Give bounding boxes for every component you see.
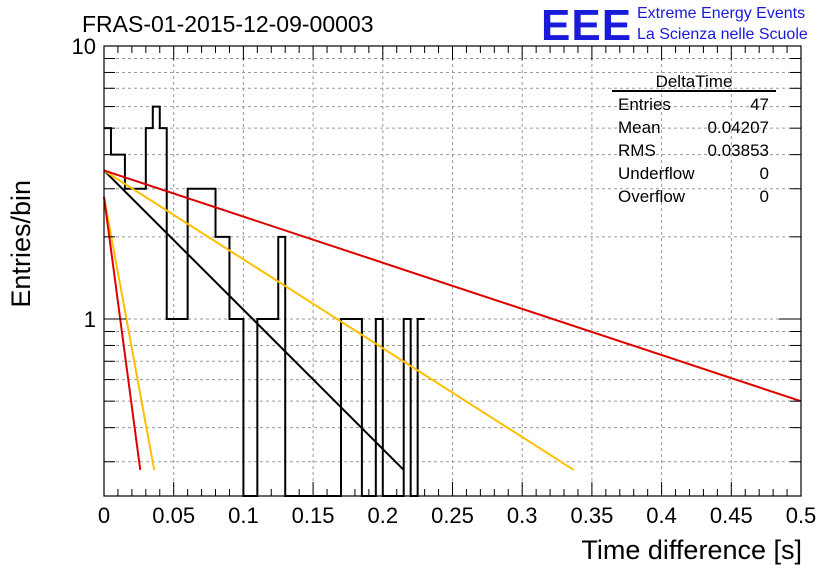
stats-row-value: 47 bbox=[750, 95, 769, 114]
logo-line-1: Extreme Energy Events bbox=[637, 5, 805, 22]
x-tick-label: 0.25 bbox=[431, 503, 474, 528]
x-tick-label: 0.2 bbox=[368, 503, 399, 528]
fit-line bbox=[103, 196, 142, 471]
fit-line bbox=[103, 169, 405, 471]
stats-row-label: RMS bbox=[618, 141, 656, 160]
stats-row-label: Overflow bbox=[618, 187, 686, 206]
logo-line-2: La Scienza nelle Scuole bbox=[637, 26, 808, 43]
fit-line bbox=[103, 196, 156, 471]
stats-row-value: 0.03853 bbox=[708, 141, 769, 160]
stats-row-label: Entries bbox=[618, 95, 671, 114]
x-axis-title: Time difference [s] bbox=[581, 535, 802, 565]
stats-row-value: 0 bbox=[760, 187, 769, 206]
fit-lines bbox=[103, 169, 802, 471]
y-tick-label: 10 bbox=[72, 34, 96, 59]
x-tick-label: 0 bbox=[98, 503, 110, 528]
y-tick-label: 1 bbox=[84, 307, 96, 332]
stats-row-label: Underflow bbox=[618, 164, 695, 183]
x-tick-labels: 0 0.05 0.1 0.15 0.2 0.25 0.3 0.35 0.4 0.45 0.5 bbox=[98, 503, 816, 528]
x-tick-label: 0.5 bbox=[786, 503, 817, 528]
fit-line bbox=[103, 169, 575, 471]
axis-ticks bbox=[103, 45, 802, 496]
stats-row-value: 0 bbox=[760, 164, 769, 183]
y-tick-labels: 1 10 bbox=[72, 34, 96, 332]
histogram-outline bbox=[104, 105, 425, 497]
histogram bbox=[104, 105, 425, 497]
stats-rows: Entries 47 Mean 0.04207 RMS 0.03853 Underflow 0… bbox=[618, 95, 769, 206]
eee-logo: EEE Extreme Energy Events La Scienza nel… bbox=[541, 1, 808, 50]
x-tick-label: 0.15 bbox=[292, 503, 335, 528]
chart-title: FRAS-01-2015-12-09-00003 bbox=[82, 11, 374, 37]
x-tick-label: 0.3 bbox=[507, 503, 538, 528]
stats-row-value: 0.04207 bbox=[708, 118, 769, 137]
stats-title: DeltaTime bbox=[656, 72, 733, 91]
stats-row-label: Mean bbox=[618, 118, 661, 137]
y-axis-title: Entries/bin bbox=[6, 180, 36, 308]
stats-box: DeltaTime Entries 47 Mean 0.04207 RMS 0.03853… bbox=[612, 72, 776, 206]
x-tick-label: 0.1 bbox=[228, 503, 259, 528]
x-tick-label: 0.35 bbox=[570, 503, 613, 528]
fit-line bbox=[103, 169, 802, 403]
x-tick-label: 0.4 bbox=[646, 503, 677, 528]
x-tick-label: 0.45 bbox=[710, 503, 753, 528]
grid bbox=[104, 46, 801, 496]
logo-eee-text: EEE bbox=[541, 1, 632, 50]
x-tick-label: 0.05 bbox=[152, 503, 195, 528]
